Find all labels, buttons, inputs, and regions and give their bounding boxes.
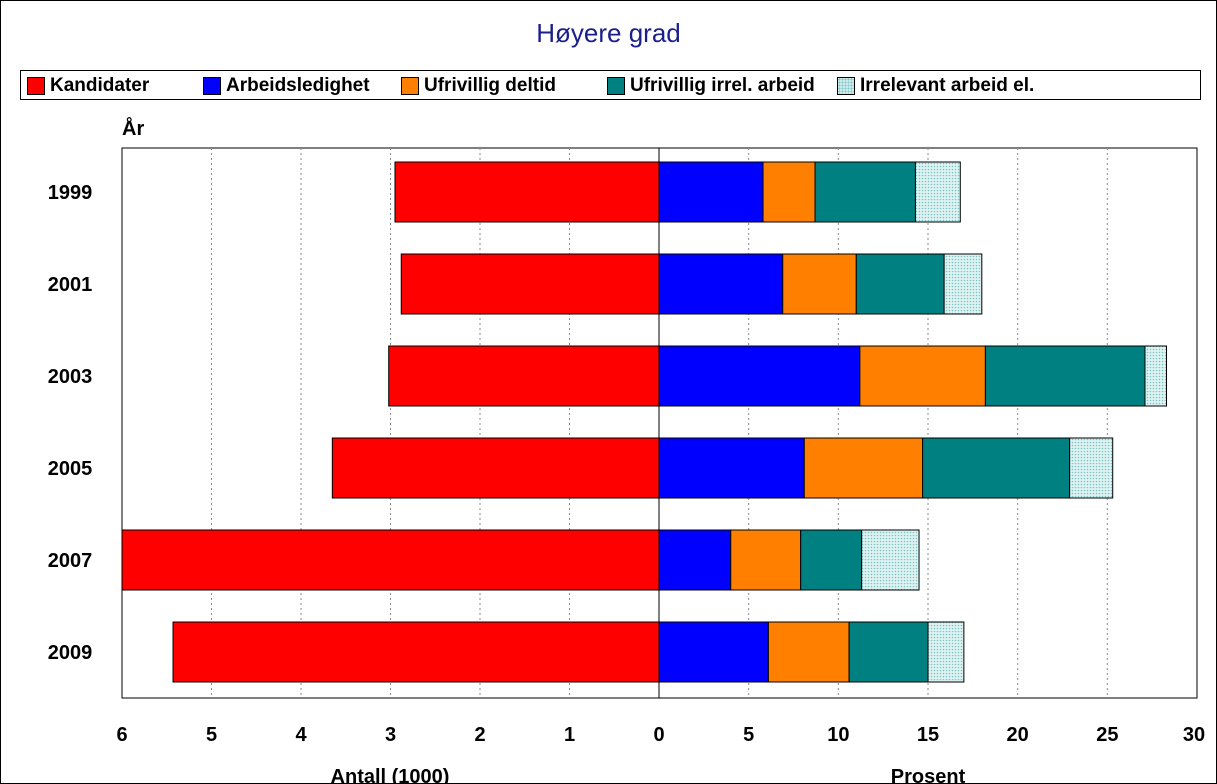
legend-label-ufrivillig-deltid: Ufrivillig deltid [424, 75, 556, 96]
category-label: 2003 [48, 366, 93, 388]
legend-item-irrelevant-arbeid: Irrelevant arbeid el. [837, 75, 1034, 97]
legend-label-arbeidsledighet: Arbeidsledighet [226, 75, 370, 96]
bar-ufrivillig-deltid-2009 [767, 621, 850, 683]
bar-ufrivillig-irrel-arbeid-2003 [984, 345, 1146, 407]
category-label: 2007 [48, 550, 93, 572]
legend-item-arbeidsledighet: Arbeidsledighet [203, 75, 370, 97]
bar-kandidater-2001 [400, 253, 660, 315]
bar-irrelevant-arbeid-el-1999 [914, 161, 961, 223]
bar-ufrivillig-irrel-arbeid-2009 [848, 621, 929, 683]
legend-label-ufrivillig-irrel-arbeid: Ufrivillig irrel. arbeid [630, 75, 815, 96]
right-tick-label: 5 [743, 724, 754, 746]
bar-kandidater-2009 [172, 621, 660, 683]
legend-item-ufrivillig-deltid: Ufrivillig deltid [401, 75, 556, 97]
bar-irrelevant-arbeid-el-2007 [861, 529, 920, 591]
bar-arbeidsledighet-2007 [658, 529, 732, 591]
bars [121, 161, 1168, 683]
axis-labels: 6 5 4 3 2 1 0 5 10 15 20 25 301999200120032005200720… [48, 182, 1205, 746]
left-tick-label: 0 [653, 724, 664, 746]
bar-ufrivillig-irrel-arbeid-1999 [814, 161, 916, 223]
bar-arbeidsledighet-2001 [658, 253, 784, 315]
left-tick-label: 2 [474, 724, 485, 746]
bar-ufrivillig-deltid-2003 [859, 345, 986, 407]
bar-kandidater-1999 [394, 161, 660, 223]
category-label: 1999 [48, 182, 93, 204]
legend-item-kandidater: Kandidater [27, 75, 149, 97]
bar-irrelevant-arbeid-el-2005 [1069, 437, 1114, 499]
bar-kandidater-2007 [121, 529, 660, 591]
legend-swatch-kandidater [27, 77, 45, 95]
bar-arbeidsledighet-2009 [658, 621, 769, 683]
legend-swatch-irrelevant-arbeid [837, 77, 855, 95]
bar-ufrivillig-deltid-1999 [762, 161, 816, 223]
legend-label-irrelevant-arbeid: Irrelevant arbeid el. [860, 75, 1035, 96]
bar-kandidater-2005 [331, 437, 660, 499]
bar-ufrivillig-deltid-2005 [803, 437, 924, 499]
bar-arbeidsledighet-1999 [658, 161, 764, 223]
legend-swatch-ufrivillig-irrel-arbeid [607, 77, 625, 95]
right-tick-label: 30 [1183, 724, 1205, 746]
category-label: 2009 [48, 642, 93, 664]
right-tick-label: 10 [827, 724, 849, 746]
left-tick-label: 6 [116, 724, 127, 746]
left-tick-label: 1 [564, 724, 575, 746]
chart-title: Høyere grad [536, 18, 681, 48]
legend-label-kandidater: Kandidater [50, 75, 150, 96]
category-label: 2005 [48, 458, 93, 480]
legend-swatch-arbeidsledighet [203, 77, 221, 95]
right-tick-label: 15 [917, 724, 939, 746]
left-tick-label: 5 [206, 724, 217, 746]
bar-irrelevant-arbeid-el-2003 [1144, 345, 1168, 407]
left-tick-label: 4 [295, 724, 307, 746]
bar-irrelevant-arbeid-el-2009 [927, 621, 965, 683]
bar-irrelevant-arbeid-el-2001 [943, 253, 983, 315]
legend-swatch-ufrivillig-deltid [401, 77, 419, 95]
bar-ufrivillig-deltid-2007 [730, 529, 802, 591]
bar-arbeidsledighet-2005 [658, 437, 805, 499]
legend: Kandidater Arbeidsledighet Ufrivillig de… [20, 70, 1201, 100]
bar-ufrivillig-deltid-2001 [782, 253, 857, 315]
y-axis-title: År [122, 116, 144, 140]
left-x-axis-title: Antall (1000) [331, 766, 450, 784]
bar-arbeidsledighet-2003 [658, 345, 861, 407]
bar-ufrivillig-irrel-arbeid-2007 [800, 529, 863, 591]
right-x-axis-title: Prosent [891, 766, 966, 784]
bar-ufrivillig-irrel-arbeid-2001 [855, 253, 945, 315]
right-tick-label: 20 [1007, 724, 1029, 746]
right-tick-label: 25 [1096, 724, 1118, 746]
bar-kandidater-2003 [388, 345, 660, 407]
gridlines [211, 148, 1108, 698]
bar-ufrivillig-irrel-arbeid-2005 [922, 437, 1071, 499]
legend-item-ufrivillig-irrel-arbeid: Ufrivillig irrel. arbeid [607, 75, 815, 97]
left-tick-label: 3 [385, 724, 396, 746]
category-label: 2001 [48, 274, 93, 296]
